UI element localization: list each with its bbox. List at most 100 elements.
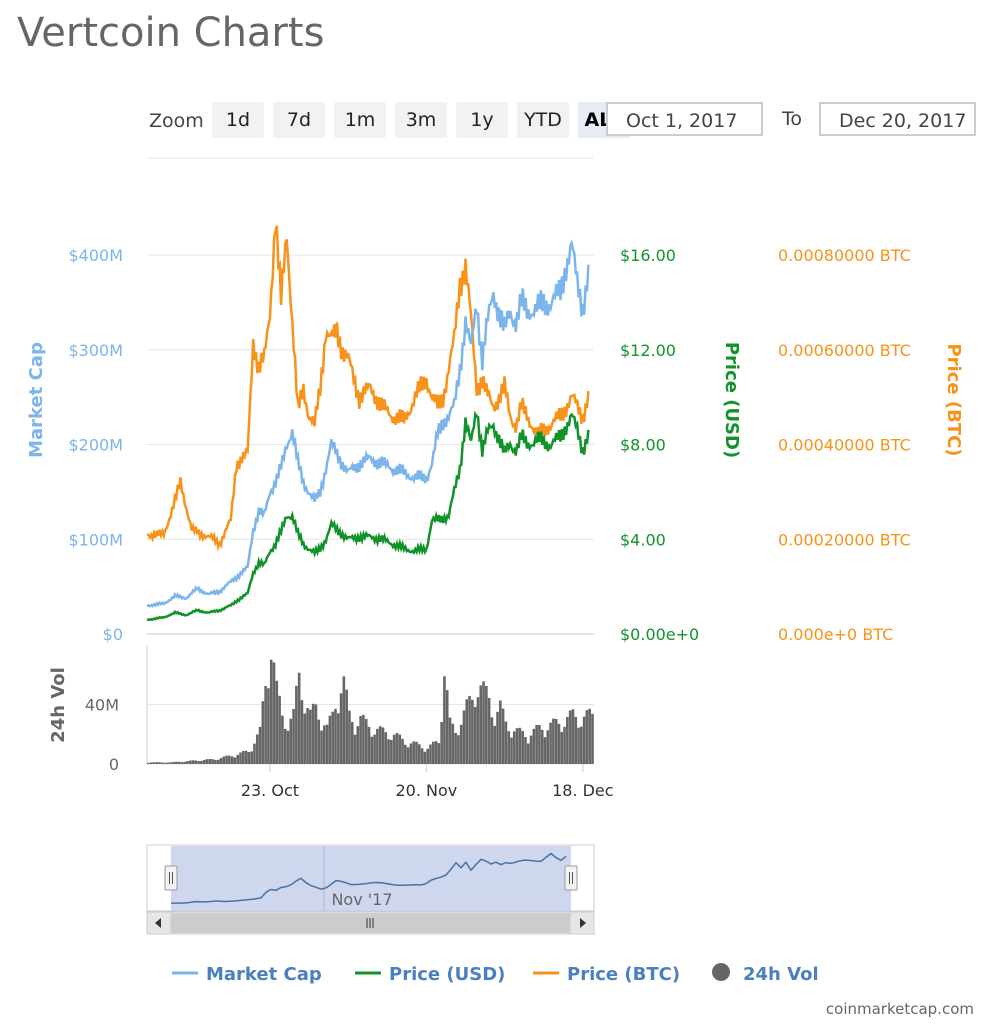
volume-bar [219, 758, 223, 764]
volume-bar [197, 761, 200, 764]
volume-bar [521, 731, 524, 764]
volume-bar [554, 718, 558, 764]
volume-bar [473, 706, 477, 764]
volume-bar [269, 659, 273, 764]
volume-bar [443, 676, 446, 764]
volume-bar [499, 700, 502, 764]
volume-bar [543, 737, 547, 764]
volume-bar [465, 699, 469, 764]
market-cap-line [146, 238, 590, 608]
volume-bar [420, 748, 424, 764]
volume-bar [582, 716, 586, 764]
volume-bar [392, 734, 396, 764]
from-date-input[interactable]: Oct 1, 2017 [606, 102, 763, 136]
volume-bar [253, 743, 256, 764]
zoom-7d-button[interactable]: 7d [273, 102, 325, 138]
volume-bar [434, 741, 438, 764]
volume-bar [566, 716, 569, 764]
volume-bar [281, 715, 284, 764]
volume-bar [476, 697, 480, 764]
btc-tick-label: 0.00060000 BTC [778, 341, 911, 360]
volume-bar [177, 761, 181, 764]
volume-bar [585, 710, 589, 764]
volume-bar [174, 761, 178, 764]
usd-tick-label: $0.00e+0 [620, 625, 699, 644]
legend-symbol [712, 963, 730, 981]
volume-bar [169, 762, 172, 764]
credit-link[interactable]: coinmarketcap.com [825, 1000, 974, 1018]
volume-bar [568, 710, 572, 764]
volume-bar [359, 715, 362, 764]
volume-bar [426, 748, 429, 764]
volume-bar [540, 729, 544, 764]
volume-bar [336, 713, 340, 764]
x-tick-label: 18. Dec [552, 781, 614, 800]
volume-bar [295, 685, 298, 764]
volume-bar [468, 695, 471, 764]
volume-bar [244, 750, 248, 764]
volume-bar [158, 762, 161, 764]
volume-bar [183, 761, 186, 764]
navigator-handle [564, 865, 578, 891]
volume-bar [155, 762, 158, 764]
volume-bar [524, 737, 527, 764]
volume-bar [406, 747, 410, 764]
volume-bar [180, 762, 184, 764]
volume-bar [507, 731, 510, 764]
scroll-right-arrow-icon [580, 918, 586, 928]
price-btc-line [146, 225, 590, 552]
axis-labels: $0 $100M $200M $300M $400M $0.00e+0 $4.00 $8.00… [26, 246, 964, 800]
volume-bar [339, 693, 343, 764]
btc-axis-title: Price (BTC) [943, 343, 964, 456]
volume-bar [482, 681, 485, 764]
volume-bar [560, 732, 564, 764]
volume-bar [353, 734, 357, 764]
volume-bar [323, 725, 326, 764]
navigator[interactable]: Nov '17 [146, 844, 595, 935]
volume-bar [311, 703, 315, 764]
volume-bar [404, 744, 407, 764]
volume-bar [292, 709, 295, 764]
volume-bar [228, 755, 231, 764]
volume-bar [186, 761, 189, 764]
volume-bar [440, 722, 443, 764]
volume-bar [493, 725, 497, 764]
volume-bar [485, 686, 488, 764]
zoom-3m-button[interactable]: 3m [395, 102, 447, 138]
volume-bar [496, 711, 499, 764]
volume-bar [356, 726, 360, 764]
zoom-label: Zoom [149, 110, 204, 132]
volume-bar [261, 701, 265, 764]
volume-bar [362, 714, 365, 764]
zoom-1m-button[interactable]: 1m [334, 102, 386, 138]
volume-bar [526, 743, 530, 764]
volume-bar [147, 762, 150, 764]
volume-bar [415, 741, 418, 764]
market-cap-tick-label: $0 [103, 625, 123, 644]
volume-bar [515, 728, 519, 764]
zoom-1y-button[interactable]: 1y [456, 102, 508, 138]
volume-bar [373, 734, 376, 764]
volume-bar [532, 728, 536, 764]
x-tick-label: 20. Nov [395, 781, 457, 800]
zoom-1d-button[interactable]: 1d [212, 102, 264, 138]
volume-bar [398, 734, 402, 764]
btc-tick-label: 0.00080000 BTC [778, 246, 911, 265]
volume-bar [267, 688, 270, 764]
volume-bar [529, 735, 533, 764]
usd-tick-label: $8.00 [620, 436, 666, 455]
volume-bar [412, 741, 416, 764]
volume-bar [471, 699, 474, 764]
to-date-input[interactable]: Dec 20, 2017 [819, 102, 976, 136]
zoom-ytd-button[interactable]: YTD [517, 102, 569, 138]
volume-bar [538, 725, 541, 764]
volume-tick-label: 40M [85, 696, 119, 715]
volume-bar [202, 759, 206, 764]
volume-bar [300, 700, 304, 764]
volume-bar [448, 717, 452, 764]
navigator-label: Nov '17 [331, 890, 392, 909]
volume-bar [591, 713, 594, 764]
btc-tick-label: 0.000e+0 BTC [778, 625, 893, 644]
volume-bar [490, 717, 494, 764]
